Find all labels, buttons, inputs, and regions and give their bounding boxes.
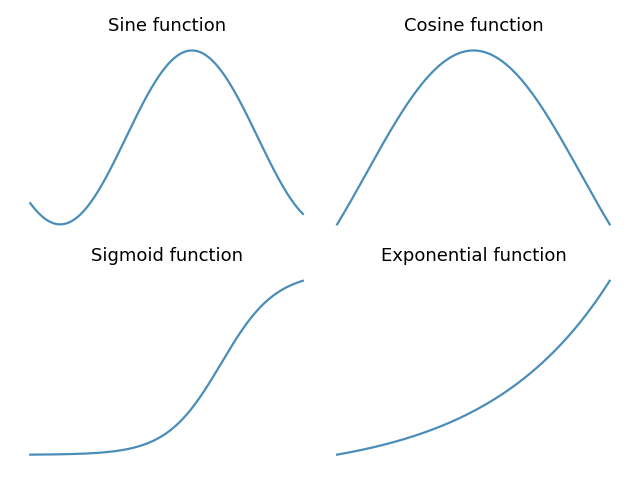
- Title: Sine function: Sine function: [108, 17, 226, 35]
- Title: Exponential function: Exponential function: [381, 247, 566, 265]
- Title: Sigmoid function: Sigmoid function: [91, 247, 243, 265]
- Title: Cosine function: Cosine function: [404, 17, 543, 35]
